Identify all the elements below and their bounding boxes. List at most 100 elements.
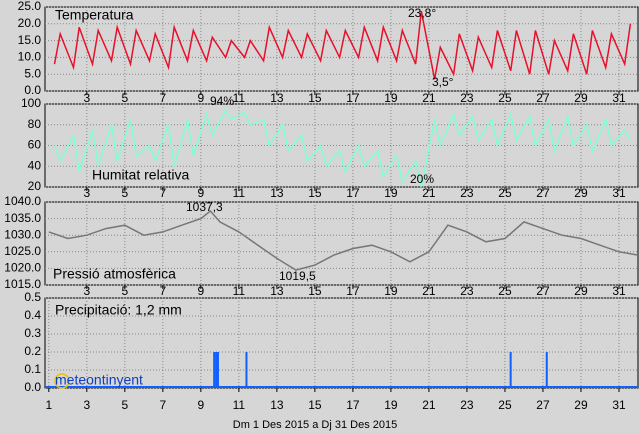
x-tick-label: 21 <box>422 91 436 105</box>
x-tick-label: 27 <box>536 398 550 412</box>
x-tick-label: 7 <box>159 284 166 298</box>
x-tick-label: 15 <box>308 91 322 105</box>
y-tick-label: 1030.0 <box>4 227 41 241</box>
x-tick-label: 25 <box>498 284 512 298</box>
y-tick-label: 5.0 <box>24 66 41 80</box>
x-tick-label: 11 <box>233 91 246 105</box>
x-tick-label: 9 <box>198 91 205 105</box>
x-tick-label: 17 <box>346 284 360 298</box>
x-tick-label: 17 <box>346 398 360 412</box>
x-tick-label: 3 <box>83 398 90 412</box>
y-tick-label: 1040.0 <box>4 194 41 208</box>
watermark: meteontinyent <box>55 372 143 388</box>
annotation: 1037,3 <box>186 200 223 214</box>
bar <box>545 352 548 388</box>
x-tick-label: 11 <box>233 186 246 200</box>
y-tick-label: 1025.0 <box>4 244 41 258</box>
x-tick-label: 11 <box>233 398 246 412</box>
line <box>53 10 632 80</box>
line <box>48 209 639 271</box>
x-tick-label: 25 <box>498 398 512 412</box>
x-tick-label: 3 <box>83 186 90 200</box>
bar <box>213 352 216 388</box>
x-tick-label: 19 <box>384 284 398 298</box>
footer: Dm 1 Des 2015 a Dj 31 Des 2015 <box>233 419 397 431</box>
logo-circle <box>54 373 70 389</box>
y-tick-label: 60 <box>28 138 42 152</box>
x-tick-label: 19 <box>384 91 398 105</box>
y-tick-label: 25.0 <box>18 0 42 13</box>
x-tick-label: 23 <box>460 398 474 412</box>
x-tick-label: 27 <box>536 91 550 105</box>
annotation: 20% <box>410 172 434 186</box>
annotation: 1019,5 <box>279 269 316 283</box>
y-tick-label: 0.0 <box>24 380 41 394</box>
x-tick-label: 27 <box>536 186 550 200</box>
x-tick-label: 15 <box>308 186 322 200</box>
x-tick-label: 5 <box>121 284 128 298</box>
x-tick-label: 19 <box>384 398 398 412</box>
x-tick-label: 21 <box>422 186 436 200</box>
x-tick-label: 13 <box>270 398 284 412</box>
x-tick-label: 21 <box>422 398 436 412</box>
x-tick-label: 21 <box>422 284 436 298</box>
y-tick-label: 20 <box>28 179 42 193</box>
y-tick-label: 0.5 <box>24 290 41 304</box>
y-tick-label: 1015.0 <box>4 277 41 291</box>
y-tick-label: 1035.0 <box>4 211 41 225</box>
x-tick-label: 23 <box>460 91 474 105</box>
x-tick-label: 15 <box>308 284 322 298</box>
y-tick-label: 0.2 <box>24 344 41 358</box>
x-tick-label: 25 <box>498 91 512 105</box>
annotation: 3,5° <box>432 75 454 89</box>
x-tick-label: 27 <box>536 284 550 298</box>
y-tick-label: 10.0 <box>18 50 42 64</box>
x-tick-label: 3 <box>83 284 90 298</box>
x-tick-label: 29 <box>574 398 588 412</box>
y-tick-label: 0.0 <box>24 83 41 97</box>
panel-title: Temperatura <box>55 7 134 23</box>
x-tick-label: 17 <box>346 91 360 105</box>
y-tick-label: 15.0 <box>18 33 42 47</box>
x-tick-label: 7 <box>159 398 166 412</box>
plot-area <box>44 201 639 286</box>
x-tick-label: 5 <box>121 91 128 105</box>
x-tick-label: 19 <box>384 186 398 200</box>
x-tick-label: 29 <box>574 91 588 105</box>
x-tick-label: 11 <box>233 284 246 298</box>
bar <box>215 352 218 388</box>
x-tick-label: 23 <box>460 284 474 298</box>
x-tick-label: 31 <box>612 398 626 412</box>
y-tick-label: 100 <box>21 96 41 110</box>
x-tick-label: 13 <box>270 186 284 200</box>
y-tick-label: 1020.0 <box>4 261 41 275</box>
x-tick-label: 23 <box>460 186 474 200</box>
x-tick-label: 13 <box>270 284 284 298</box>
x-tick-label: 9 <box>198 284 205 298</box>
x-tick-label: 29 <box>574 284 588 298</box>
panel-title: Precipitació: 1,2 mm <box>55 302 182 318</box>
y-tick-label: 0.4 <box>24 308 41 322</box>
x-tick-label: 7 <box>159 186 166 200</box>
x-tick-label: 25 <box>498 186 512 200</box>
plot-area <box>44 103 639 188</box>
x-tick-label: 31 <box>612 91 626 105</box>
line <box>53 108 632 188</box>
x-tick-label: 9 <box>198 398 205 412</box>
x-tick-label: 5 <box>121 186 128 200</box>
x-tick-label: 17 <box>346 186 360 200</box>
bar <box>216 352 219 388</box>
x-tick-label: 29 <box>574 186 588 200</box>
y-tick-label: 80 <box>28 117 42 131</box>
y-tick-label: 40 <box>28 158 42 172</box>
x-tick-label: 13 <box>270 91 284 105</box>
annotation: 94% <box>210 94 234 108</box>
y-tick-label: 0.1 <box>24 362 41 376</box>
y-tick-label: 0.3 <box>24 326 41 340</box>
x-tick-label: 31 <box>612 186 626 200</box>
y-tick-label: 20.0 <box>18 16 42 30</box>
plot-area <box>44 297 639 389</box>
x-tick-label: 1 <box>45 398 52 412</box>
x-tick-label: 9 <box>198 186 205 200</box>
